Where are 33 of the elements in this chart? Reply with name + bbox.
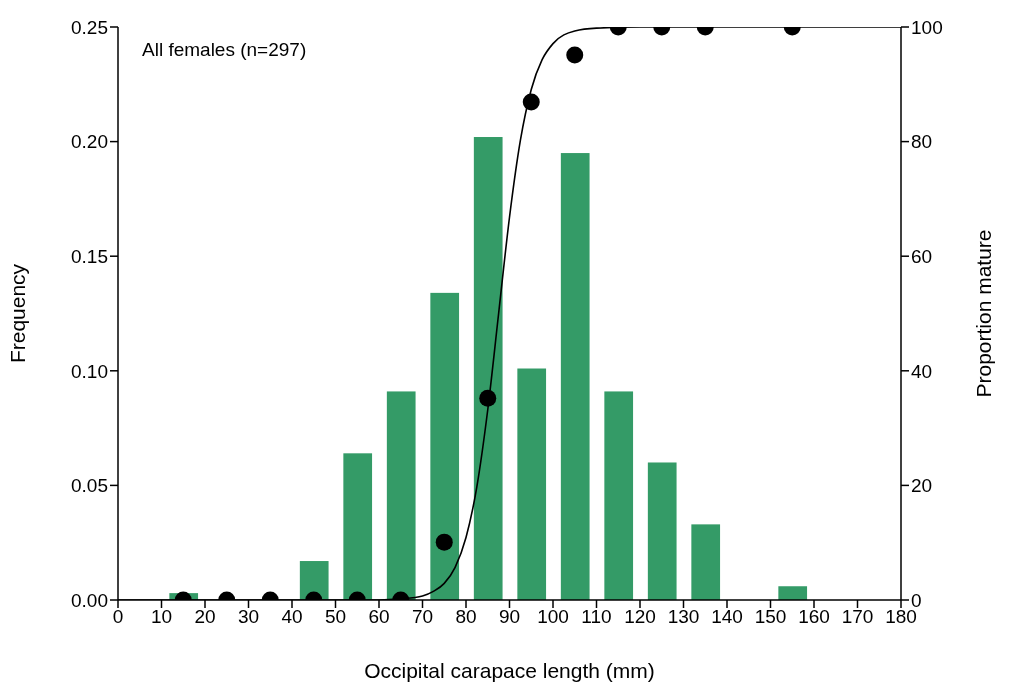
x-axis-title: Occipital carapace length (mm) bbox=[364, 659, 655, 682]
y2-tick-label: 100 bbox=[911, 16, 943, 38]
y-tick-label: 0.20 bbox=[71, 131, 108, 153]
y2-tick-label: 20 bbox=[911, 475, 933, 497]
y-tick-label: 0.05 bbox=[71, 475, 108, 497]
x-tick-label: 60 bbox=[368, 606, 390, 628]
x-tick-label: 100 bbox=[537, 606, 569, 628]
x-tick-label: 130 bbox=[667, 606, 700, 628]
x-tick-label: 90 bbox=[498, 606, 521, 628]
y-tick-label: 0.10 bbox=[71, 360, 108, 382]
y2-tick-label: 80 bbox=[911, 131, 933, 153]
x-tick-label: 140 bbox=[711, 606, 743, 628]
y-tick-label: 0.15 bbox=[71, 245, 108, 267]
x-tick-label: 30 bbox=[237, 606, 260, 628]
x-tick-label: 10 bbox=[150, 606, 173, 628]
x-tick-label: 80 bbox=[455, 606, 477, 628]
y-tick-label: 0.00 bbox=[71, 589, 108, 611]
x-tick-label: 110 bbox=[581, 606, 612, 628]
annotation: All females (n=297) bbox=[142, 39, 307, 61]
x-tick-label: 170 bbox=[841, 606, 874, 628]
x-tick-label: 20 bbox=[194, 606, 216, 628]
x-tick-label: 150 bbox=[754, 606, 787, 628]
x-tick-label: 70 bbox=[411, 606, 434, 628]
y-axis-title: Frequency bbox=[6, 263, 30, 364]
y-tick-label: 0.25 bbox=[71, 16, 108, 38]
x-tick-label: 50 bbox=[324, 606, 347, 628]
x-tick-label: 40 bbox=[281, 606, 303, 628]
y2-tick-label: 60 bbox=[911, 245, 933, 267]
y2-tick-label: 40 bbox=[911, 360, 933, 382]
x-tick-label: 0 bbox=[112, 606, 124, 628]
y2-axis-title: Proportion mature bbox=[972, 229, 996, 398]
x-tick-label: 160 bbox=[798, 606, 830, 628]
x-tick-label: 120 bbox=[624, 606, 656, 628]
